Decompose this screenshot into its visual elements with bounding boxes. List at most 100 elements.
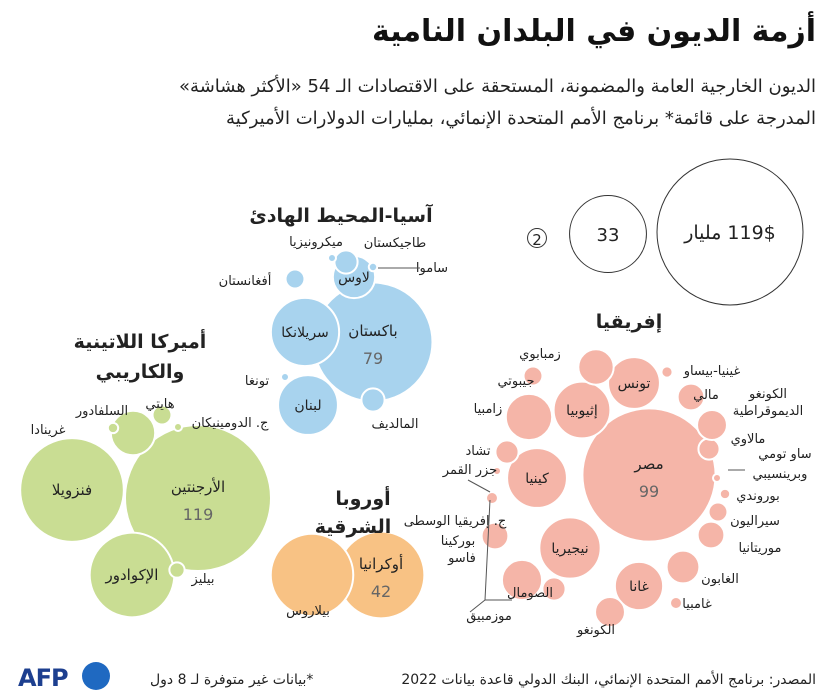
bubble-0-6 xyxy=(577,348,615,386)
bubble-0-16 xyxy=(669,596,683,610)
bubble-2-6 xyxy=(173,422,183,432)
bubble-value-3-0: 42 xyxy=(371,582,391,601)
bubble-0-9 xyxy=(494,439,520,465)
bubble-label-2-1: فنزويلا xyxy=(52,481,92,499)
bubble-0-3 xyxy=(552,380,612,440)
subtitle-line-1: الديون الخارجية العامة والمضمونة، المستح… xyxy=(179,76,816,97)
bubble-ext-label-1-5: طاجيكستان xyxy=(364,236,426,251)
bubble-ext-label-0-16: غامبيا xyxy=(682,597,712,612)
bubble-0-20 xyxy=(718,487,732,501)
bubble-ext-label-0-8: زامبيا xyxy=(474,402,503,417)
bubble-label-0-2: كينيا xyxy=(525,471,549,487)
bubble-ext-label-0-21b: وبرينسيبي xyxy=(753,467,808,482)
bubble-1-7 xyxy=(367,261,379,273)
bubble-ext-label-2-3: السلفادور xyxy=(75,404,128,419)
bubble-ext-label-0-15: الكونغو xyxy=(576,623,615,638)
bubble-label-0-3: إثيوبيا xyxy=(566,403,598,419)
bubble-ext-label-0-7: جيبوتي xyxy=(497,374,534,389)
bubble-label-1-0: باكستان xyxy=(348,322,397,340)
bubble-ext-label-0-10: جزر القمر xyxy=(442,463,497,478)
group-title-2-a: أميركا اللاتينية xyxy=(74,329,207,353)
bubble-label-1-2: لبنان xyxy=(294,398,321,414)
bubble-0-7 xyxy=(522,365,544,387)
bubble-ext-label-2-5: غرينادا xyxy=(31,423,66,438)
afp-logo: AFP xyxy=(18,662,118,692)
bubble-0-11 xyxy=(485,491,499,505)
bubble-2-0 xyxy=(124,424,272,572)
bubble-0-24 xyxy=(676,382,706,412)
bubble-ext-label-0-18: موريتانيا xyxy=(739,541,782,556)
bubble-0-21 xyxy=(712,473,722,483)
bubble-1-8 xyxy=(280,372,290,382)
afp-logo-text: AFP xyxy=(18,664,69,692)
bubble-ext-label-0-6: زمبابوي xyxy=(519,347,561,362)
bubble-ext-label-0-21a: ساو تومي xyxy=(758,447,811,462)
group-0 xyxy=(480,348,732,628)
bubble-ext-label-0-19: سيراليون xyxy=(730,514,780,529)
group-1 xyxy=(269,249,434,436)
page-title: أزمة الديون في البلدان النامية xyxy=(372,14,816,49)
bubble-ext-label-1-8: تونغا xyxy=(245,374,270,389)
legend-circle-1 xyxy=(569,195,647,273)
bubble-0-17 xyxy=(665,549,701,585)
bubble-label-0-0: مصر xyxy=(633,455,663,473)
bubble-2-4 xyxy=(151,404,173,426)
footnote: *بيانات غير متوفرة لـ 8 دول xyxy=(150,672,314,688)
bubble-ext-label-0-23a: الكونغو xyxy=(748,387,787,402)
bubble-0-23 xyxy=(696,409,728,441)
bubble-0-19 xyxy=(707,501,729,523)
bubble-0-25 xyxy=(660,365,674,379)
legend-label-0: 119$ مليار xyxy=(683,222,776,244)
bubble-value-0-0: 99 xyxy=(639,482,659,501)
bubble-ext-label-0-20: بوروندي xyxy=(736,489,780,504)
bubble-label-0-5: غانا xyxy=(629,579,649,595)
bubble-ext-label-0-17: الغابون xyxy=(701,572,739,587)
afp-logo-dot-icon xyxy=(82,662,110,690)
group-title-0: إفريقيا xyxy=(596,311,662,333)
bubble-ext-label-2-4: هايتي xyxy=(145,397,174,412)
bubble-ext-label-1-9: المالديف xyxy=(372,417,419,432)
bubble-2-5 xyxy=(106,421,120,435)
bubble-label-0-4: تونس xyxy=(618,376,651,392)
bubble-ext-label-1-7: ساموا xyxy=(416,261,448,276)
bubble-ext-label-0-13: موزمبيق xyxy=(466,609,512,624)
bubble-ext-label-0-14: الصومال xyxy=(507,586,553,601)
bubble-label-2-2: الإكوادور xyxy=(105,566,159,584)
bubble-0-1 xyxy=(538,516,602,580)
group-2 xyxy=(19,404,272,619)
bubble-ext-label-2-7: بيليز xyxy=(191,572,215,587)
bubble-0-15 xyxy=(594,596,626,628)
bubble-1-9 xyxy=(360,387,386,413)
bubble-ext-label-1-4: أفغانستان xyxy=(219,272,272,289)
bubble-0-8 xyxy=(504,392,554,442)
legend-label-1: 33 xyxy=(597,225,620,246)
bubble-2-1 xyxy=(19,437,125,543)
group-title-2-b: والكاريبي xyxy=(96,361,185,383)
bubble-label-2-0: الأرجنتين xyxy=(171,477,225,496)
bubble-2-7 xyxy=(168,561,186,579)
group-3 xyxy=(269,530,426,620)
bubble-label-1-3: لاوس xyxy=(338,270,370,286)
group-title-3-a: أوروبا xyxy=(335,486,390,510)
bubble-1-1 xyxy=(269,296,341,368)
bubble-label-1-1: سريلانكا xyxy=(281,325,329,341)
bubble-value-1-0: 79 xyxy=(363,349,383,368)
bubble-1-2 xyxy=(277,374,339,436)
legend-circle-2 xyxy=(527,228,547,248)
bubble-ext-label-0-12a: بوركينا xyxy=(441,534,476,549)
group-title-3-b: الشرقية xyxy=(315,516,392,538)
bubble-ext-label-0-22: مالاوي xyxy=(731,432,766,447)
leader-line-2 xyxy=(469,599,486,613)
bubble-label-3-0: أوكرانيا xyxy=(359,554,403,573)
bubble-ext-label-2-6: ج. الدومينيكان xyxy=(192,416,269,431)
bubble-0-13 xyxy=(500,558,544,602)
bubble-0-4 xyxy=(607,356,661,410)
bubble-ext-label-0-24: مالي xyxy=(693,388,719,403)
bubble-3-1 xyxy=(269,532,355,618)
bubble-0-5 xyxy=(613,560,665,612)
bubble-ext-label-1-6: ميكرونيزيا xyxy=(289,235,343,250)
source-note: المصدر: برنامج الأمم المتحدة الإنمائي، ا… xyxy=(401,672,816,688)
bubble-0-2 xyxy=(506,447,568,509)
bubble-label-0-1: نيجيريا xyxy=(551,541,588,557)
